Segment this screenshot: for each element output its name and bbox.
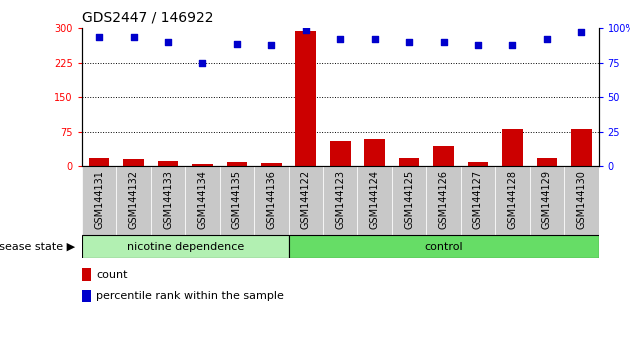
Text: GSM144134: GSM144134 (197, 170, 207, 229)
Bar (82, 268, 91, 281)
Bar (261, 163, 282, 166)
Point (197, 60, 207, 66)
Bar (427, 166, 461, 235)
Text: GSM144136: GSM144136 (266, 170, 277, 229)
Bar (364, 139, 385, 166)
Text: GSM144128: GSM144128 (507, 170, 517, 229)
Text: control: control (424, 242, 463, 252)
Text: count: count (96, 270, 128, 280)
Point (473, 42, 483, 48)
Bar (289, 166, 323, 235)
Bar (220, 166, 254, 235)
Text: GSM144122: GSM144122 (301, 170, 311, 229)
Bar (392, 166, 427, 235)
Point (232, 41, 242, 46)
Text: GSM144126: GSM144126 (438, 170, 449, 229)
Bar (82, 166, 117, 235)
Bar (254, 166, 289, 235)
Text: GSM144124: GSM144124 (370, 170, 380, 229)
Bar (467, 162, 488, 166)
Bar (399, 158, 420, 166)
Bar (495, 166, 530, 235)
Bar (89, 158, 110, 166)
Point (129, 34, 139, 39)
Bar (323, 166, 357, 235)
Text: GSM144130: GSM144130 (576, 170, 587, 229)
Bar (82, 235, 289, 258)
Point (266, 42, 277, 48)
Bar (564, 166, 598, 235)
Bar (192, 164, 213, 166)
Point (335, 36, 345, 42)
Bar (227, 162, 247, 166)
Bar (571, 129, 592, 166)
Point (163, 39, 173, 45)
Bar (461, 166, 495, 235)
Point (438, 39, 449, 45)
Bar (433, 146, 454, 166)
Point (404, 39, 414, 45)
Point (301, 27, 311, 33)
Bar (502, 129, 523, 166)
Text: GDS2447 / 146922: GDS2447 / 146922 (82, 11, 214, 25)
Text: GSM144133: GSM144133 (163, 170, 173, 229)
Text: GSM144125: GSM144125 (404, 170, 414, 229)
Text: GSM144123: GSM144123 (335, 170, 345, 229)
Bar (357, 166, 392, 235)
Bar (289, 235, 598, 258)
Bar (295, 30, 316, 166)
Bar (117, 166, 151, 235)
Point (370, 36, 380, 42)
Bar (330, 141, 350, 166)
Text: GSM144129: GSM144129 (542, 170, 552, 229)
Bar (151, 166, 185, 235)
Text: GSM144131: GSM144131 (94, 170, 104, 229)
Bar (185, 166, 220, 235)
Text: GSM144132: GSM144132 (129, 170, 139, 229)
Text: GSM144127: GSM144127 (473, 170, 483, 229)
Text: percentile rank within the sample: percentile rank within the sample (96, 291, 284, 301)
Bar (158, 161, 178, 166)
Text: disease state ▶: disease state ▶ (0, 242, 76, 252)
Point (542, 36, 552, 42)
Text: nicotine dependence: nicotine dependence (127, 242, 244, 252)
Point (94, 34, 104, 39)
Bar (537, 158, 557, 166)
Bar (123, 159, 144, 166)
Bar (82, 290, 91, 302)
Point (576, 30, 587, 35)
Point (507, 42, 517, 48)
Bar (530, 166, 564, 235)
Text: GSM144135: GSM144135 (232, 170, 242, 229)
